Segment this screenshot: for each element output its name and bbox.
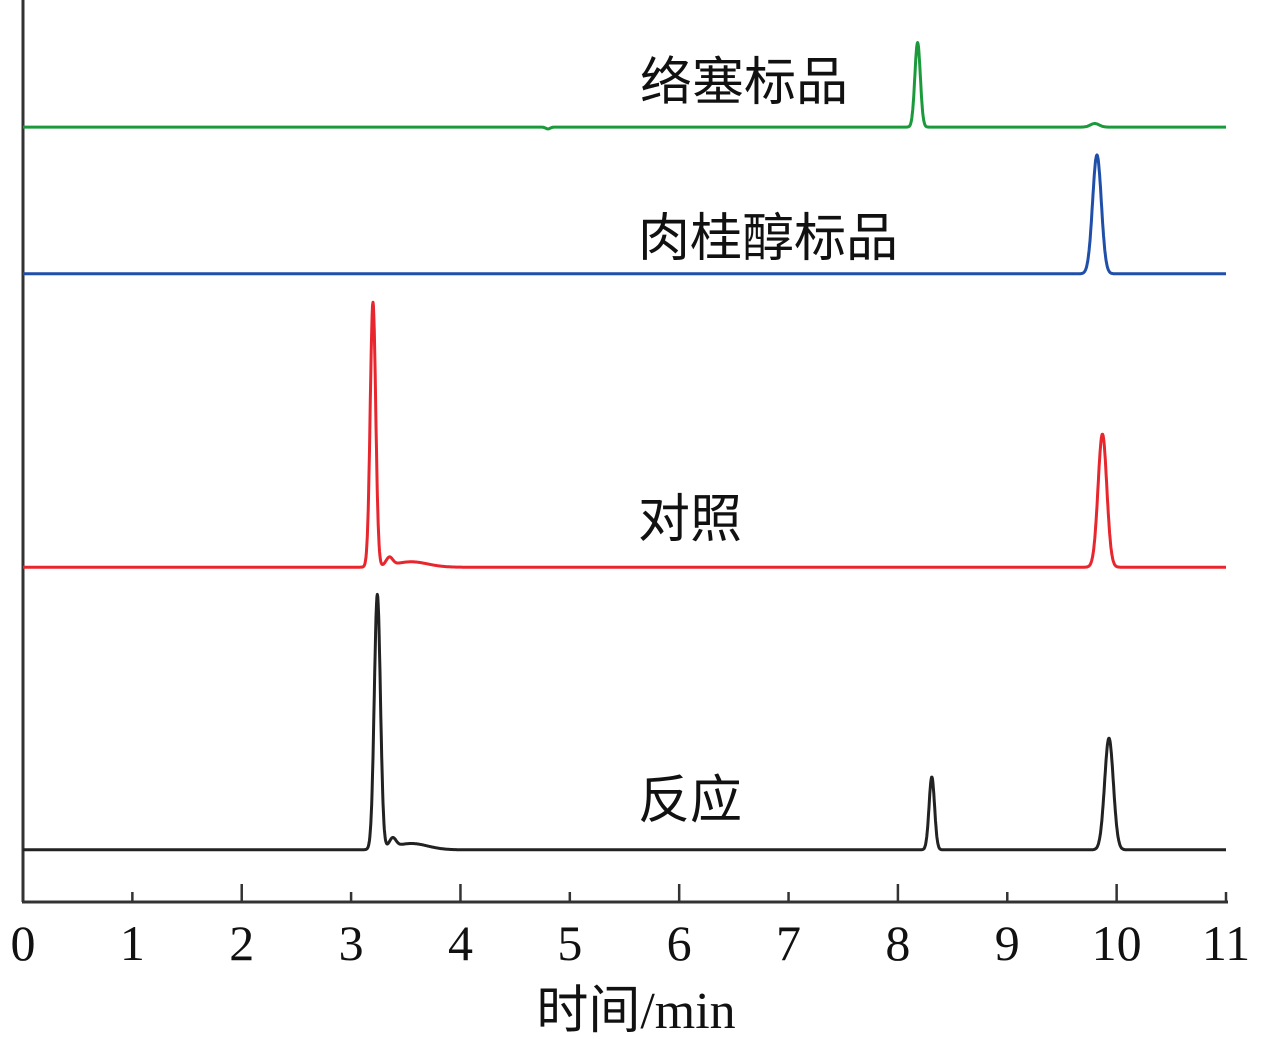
trace-line-1 — [21, 153, 1228, 276]
x-tick-label: 2 — [229, 915, 254, 971]
x-tick-label: 5 — [557, 915, 582, 971]
x-axis-title: 时间/min — [536, 983, 735, 1039]
trace-label: 络塞标品 — [640, 53, 848, 113]
x-tick-label: 9 — [995, 915, 1020, 971]
x-tick-label: 7 — [776, 915, 801, 971]
trace-line-2 — [21, 300, 1228, 569]
x-tick-label: 4 — [448, 915, 473, 971]
x-tick-label: 0 — [11, 915, 36, 971]
x-tick-label: 3 — [339, 915, 364, 971]
x-tick-label: 8 — [885, 915, 910, 971]
trace-line-0 — [21, 41, 1228, 131]
trace-line-3 — [21, 592, 1228, 852]
x-tick-label: 11 — [1202, 915, 1250, 971]
x-tick-label: 6 — [667, 915, 692, 971]
trace-label: 反应 — [638, 771, 742, 831]
x-tick-label: 1 — [120, 915, 145, 971]
trace-label: 对照 — [638, 490, 742, 550]
trace-label: 肉桂醇标品 — [638, 209, 898, 269]
x-tick-label: 10 — [1092, 915, 1142, 971]
